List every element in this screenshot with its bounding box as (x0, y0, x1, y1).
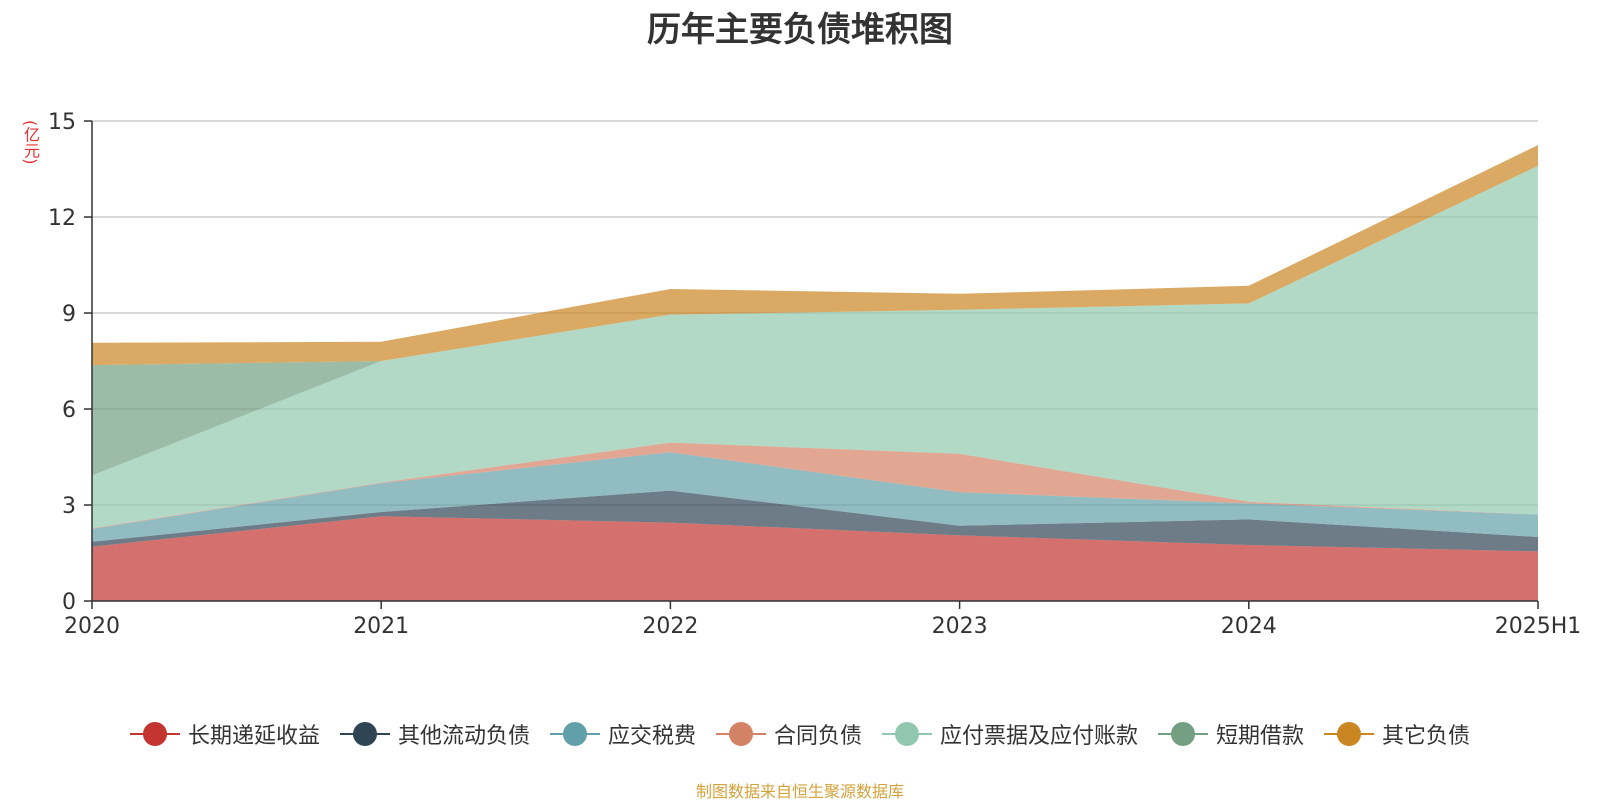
source-note: 制图数据来自恒生聚源数据库 (695, 782, 904, 801)
legend-marker-icon (129, 722, 180, 746)
legend-marker-icon (715, 722, 766, 746)
x-tick-label-5: 2025H1 (1495, 614, 1582, 639)
y-tick-label-9: 9 (62, 302, 76, 327)
area-series-4 (92, 165, 1538, 529)
y-tick-label-12: 12 (48, 206, 76, 231)
legend-item-0[interactable]: 长期递延收益 (129, 718, 320, 750)
x-tick-label-1: 2021 (353, 614, 409, 639)
legend-marker-icon (1324, 722, 1375, 746)
legend-label: 应交税费 (607, 724, 696, 749)
legend-marker-icon (339, 722, 390, 746)
area-series-group (92, 145, 1538, 601)
y-tick-label-0: 0 (62, 590, 76, 615)
area-series-3 (92, 442, 1538, 529)
legend-marker-icon (1158, 722, 1209, 746)
x-tick-label-2: 2022 (642, 614, 698, 639)
legend-marker-icon (882, 722, 932, 746)
chart-title: 历年主要负债堆积图 (647, 10, 953, 50)
y-tick-label-15: 15 (48, 110, 76, 135)
legend-label: 短期借款 (1216, 724, 1305, 749)
y-tick-label-6: 6 (62, 398, 76, 423)
legend-item-5[interactable]: 短期借款 (1158, 718, 1304, 750)
legend-label: 其他流动负债 (397, 724, 530, 749)
area-series-2 (92, 452, 1538, 542)
area-series-6 (92, 145, 1538, 366)
legend: 长期递延收益 其他流动负债 应交税费 合同负债 应付票据及应付账款 短期借款 其它负债 (0, 718, 1600, 750)
legend-marker-icon (549, 722, 600, 746)
y-axis-unit-label: (亿元) (21, 120, 40, 165)
x-tick-label-4: 2024 (1221, 614, 1277, 639)
legend-label: 其它负债 (1382, 724, 1471, 749)
legend-item-6[interactable]: 其它负债 (1324, 718, 1470, 750)
y-tick-label-3: 3 (62, 494, 76, 519)
area-series-1 (92, 490, 1538, 552)
legend-label: 应付票据及应付账款 (940, 724, 1139, 749)
legend-label: 长期递延收益 (187, 724, 320, 749)
axes: 0 3 6 9 12 15 2020 2021 2022 2023 2024 2025H1 (48, 110, 1581, 639)
legend-item-3[interactable]: 合同负债 (715, 718, 862, 750)
legend-item-1[interactable]: 其他流动负债 (339, 718, 530, 750)
area-series-0 (92, 516, 1538, 601)
x-tick-label-0: 2020 (64, 614, 120, 639)
legend-label: 合同负债 (773, 724, 862, 749)
legend-item-2[interactable]: 应交税费 (549, 718, 696, 750)
legend-item-4[interactable]: 应付票据及应付账款 (882, 718, 1138, 750)
x-tick-label-3: 2023 (932, 614, 988, 639)
